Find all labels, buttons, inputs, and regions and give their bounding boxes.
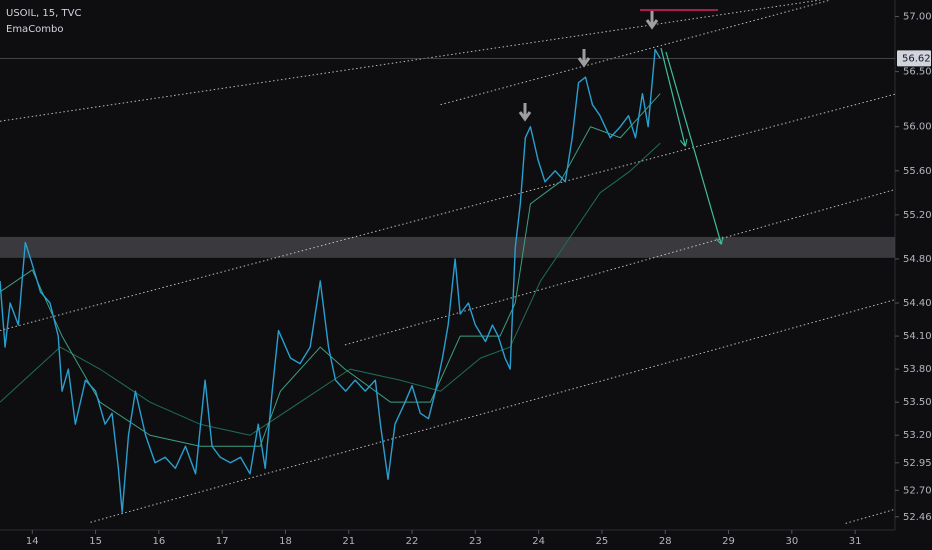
channel-line xyxy=(344,189,895,346)
axes: 57.00 56.50 56.00 55.60 55.20 54.80 54.40 54.10… xyxy=(26,12,932,547)
channel-line xyxy=(845,508,895,524)
symbol-title: USOIL, 15, TVC xyxy=(6,8,81,19)
y-tick-label: 53.80 xyxy=(903,364,932,375)
x-tick-label: 22 xyxy=(406,536,419,547)
x-tick-label: 18 xyxy=(279,536,292,547)
channel-line xyxy=(90,299,895,523)
last-price-label: 56.62 xyxy=(902,53,931,64)
x-tick-label: 24 xyxy=(532,536,545,547)
y-tick-label: 53.50 xyxy=(903,397,932,408)
y-tick-label: 52.46 xyxy=(903,512,932,523)
channel-line xyxy=(0,93,895,332)
projection-arrow xyxy=(660,47,685,145)
x-tick-label: 21 xyxy=(342,536,355,547)
x-tick-label: 29 xyxy=(722,536,735,547)
y-tick-label: 56.00 xyxy=(903,122,932,133)
peak-arrow xyxy=(577,49,591,68)
x-tick-label: 14 xyxy=(26,536,39,547)
y-tick-label: 55.20 xyxy=(903,210,932,221)
y-tick-label: 54.40 xyxy=(903,298,932,309)
peak-arrow xyxy=(518,103,532,122)
ema-line xyxy=(0,93,661,447)
x-tick-label: 23 xyxy=(469,536,482,547)
ema-line xyxy=(0,142,661,436)
y-tick-label: 54.10 xyxy=(903,331,932,342)
projection-arrow xyxy=(665,51,721,243)
x-tick-label: 30 xyxy=(785,536,798,547)
y-tick-label: 52.95 xyxy=(903,458,932,469)
y-tick-label: 52.70 xyxy=(903,485,932,496)
support-zone xyxy=(0,236,895,258)
y-tick-label: 55.60 xyxy=(903,166,932,177)
price-line xyxy=(0,48,661,514)
last-price-box xyxy=(897,50,931,67)
y-tick-label: 57.00 xyxy=(903,12,932,23)
annotations xyxy=(518,9,721,243)
x-tick-label: 28 xyxy=(659,536,672,547)
x-tick-label: 15 xyxy=(89,536,102,547)
x-tick-label: 31 xyxy=(849,536,862,547)
channel-line xyxy=(440,0,831,106)
x-tick-label: 25 xyxy=(596,536,609,547)
peak-arrow xyxy=(645,11,659,30)
y-tick-label: 56.50 xyxy=(903,67,932,78)
x-tick-label: 16 xyxy=(153,536,166,547)
y-tick-label: 53.20 xyxy=(903,430,932,441)
plot-area xyxy=(0,0,895,524)
x-tick-label: 17 xyxy=(216,536,229,547)
indicator-label: EmaCombo xyxy=(6,24,64,35)
y-tick-label: 54.80 xyxy=(903,254,932,265)
